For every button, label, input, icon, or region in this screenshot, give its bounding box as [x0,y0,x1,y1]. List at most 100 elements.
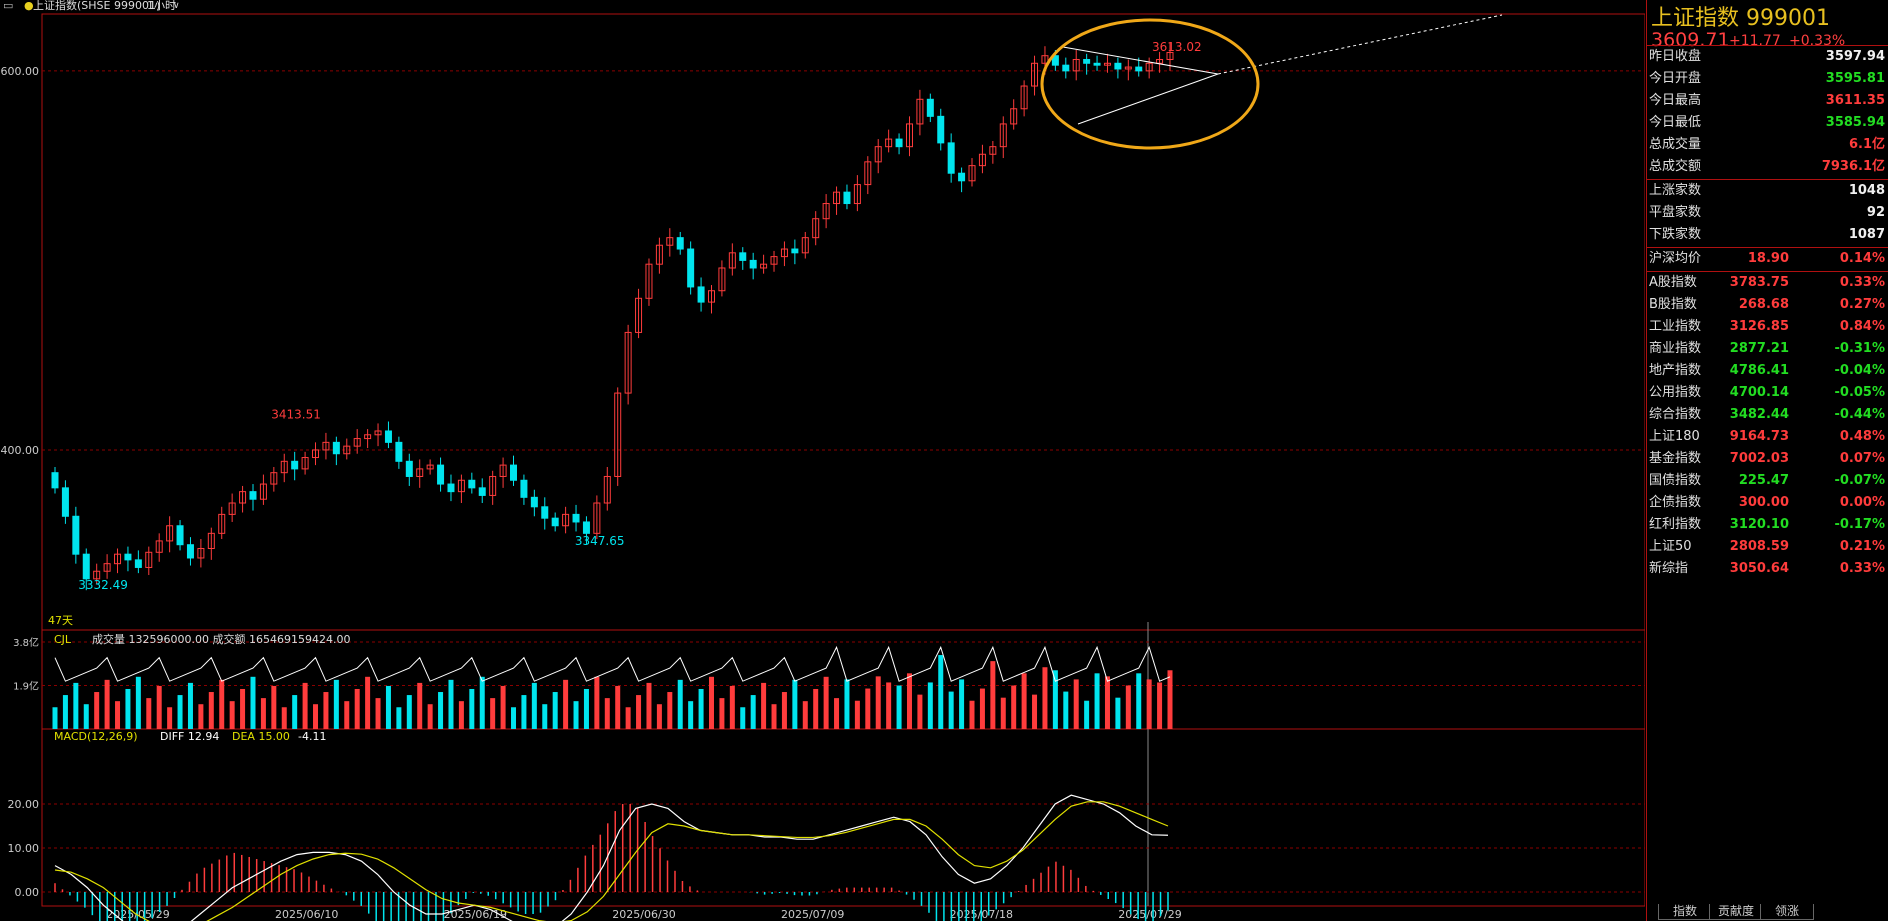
volume-bar-up [104,679,110,729]
candle-down [332,441,340,455]
candle-down [926,98,934,117]
volume-tick-label: 1.9亿 [13,680,39,693]
quote-field[interactable]: 总成交额 7936.1亿 [1647,156,1888,178]
volume-tick-label: 3.8亿 [13,636,39,649]
index-row[interactable]: 企债指数 300.00 0.00% [1647,492,1888,514]
volume-bar-down [552,692,558,729]
trendline-lower [1077,73,1219,125]
volume-bar-up [1073,679,1079,729]
index-row[interactable]: 上证180 9164.73 0.48% [1647,426,1888,448]
window-menu-icon[interactable]: ▭ [3,0,14,12]
index-row-value: 3783.75 [1729,275,1789,290]
index-row[interactable]: 新综指 3050.64 0.33% [1647,558,1888,580]
candle-down [791,248,799,254]
index-row[interactable]: A股指数 3783.75 0.33% [1647,272,1888,294]
chart-header: ▭ ● 上证指数(SHSE 999001) 1小时 ∨ [0,0,1645,14]
quote-field[interactable]: 今日最高 3611.35 [1647,90,1888,112]
index-row-value: 2808.59 [1729,539,1789,554]
quote-field-value: 3611.35 [1825,93,1885,108]
macd-diff-line [54,794,1169,921]
candle-up [207,532,215,549]
volume-bar-up [500,685,506,729]
candle-up [770,256,778,265]
trendline-projection [1217,14,1503,75]
quote-field[interactable]: 今日开盘 3595.81 [1647,68,1888,90]
index-row[interactable]: 公用指数 4700.14 -0.05% [1647,382,1888,404]
volume-bar-up [260,698,266,729]
tab-leaders[interactable]: 领涨 [1760,904,1814,920]
local-low-annotation: 3347.65 [575,534,625,548]
breadth-field[interactable]: 上涨家数 1048 [1647,180,1888,202]
breadth-field[interactable]: 下跌家数 1087 [1647,224,1888,246]
quote-field[interactable]: 总成交量 6.1亿 [1647,134,1888,156]
volume-bar-down [1094,673,1100,729]
candle-up [655,244,663,265]
candle-down [124,553,132,561]
index-row[interactable]: 工业指数 3126.85 0.84% [1647,316,1888,338]
index-row[interactable]: 上证50 2808.59 0.21% [1647,536,1888,558]
candle-down [1114,62,1122,70]
volume-bar-down [948,691,954,729]
volume-bar-up [979,688,985,729]
candle-down [895,138,903,148]
index-row-pct: 0.33% [1839,561,1885,576]
symbol-title: 上证指数(SHSE 999001) [33,0,161,12]
quote-field-label: 昨日收盘 [1649,49,1702,64]
highlight-circle [1040,18,1260,150]
index-row[interactable]: 综合指数 3482.44 -0.44% [1647,404,1888,426]
period-selector[interactable]: 1小时 [147,0,176,12]
candle-up [864,161,872,186]
volume-bar-up [1000,697,1006,729]
index-row-label: 基金指数 [1649,451,1702,466]
volume-bar-up [115,701,121,729]
index-row[interactable]: B股指数 268.68 0.27% [1647,294,1888,316]
avg-price-row[interactable]: 沪深均价 18.90 0.14% [1647,248,1888,270]
index-row-label: 综合指数 [1649,407,1702,422]
index-row-pct: 0.00% [1839,495,1885,510]
candle-down [1093,62,1101,66]
candle-up [374,430,382,436]
volume-bar-down [521,695,527,729]
low-annotation: 3332.49 [78,578,128,592]
volume-bar-up [969,700,975,729]
candle-up [822,203,830,220]
volume-bar-up [656,704,662,729]
quote-field[interactable]: 昨日收盘 3597.94 [1647,46,1888,68]
candle-up [1010,108,1018,125]
volume-bar-up [1021,673,1027,729]
tab-contribution[interactable]: 贡献度 [1709,904,1763,920]
volume-bar-down [740,707,746,729]
volume-bar-up [167,707,173,729]
index-row[interactable]: 基金指数 7002.03 0.07% [1647,448,1888,470]
volume-bar-up [604,698,610,729]
volume-bar-down [292,695,298,729]
volume-bar-down [333,679,339,729]
chevron-down-icon[interactable]: ∨ [173,1,180,11]
volume-bar-up [365,676,371,729]
index-row-value: 3120.10 [1729,517,1789,532]
quote-field[interactable]: 今日最低 3585.94 [1647,112,1888,134]
trendline-upper [1062,46,1219,75]
macd-tick-label: 20.00 [8,798,40,811]
index-row[interactable]: 红利指数 3120.10 -0.17% [1647,514,1888,536]
candle-up [228,502,236,515]
volume-bar-up [594,676,600,729]
tab-index[interactable]: 指数 [1658,904,1712,920]
index-row[interactable]: 地产指数 4786.41 -0.04% [1647,360,1888,382]
candle-up [968,165,976,182]
candle-up [812,218,820,239]
candle-up [707,290,715,303]
index-row[interactable]: 商业指数 2877.21 -0.31% [1647,338,1888,360]
volume-bar-down [52,707,58,729]
candle-down [291,460,299,470]
index-row-value: 3050.64 [1729,561,1789,576]
index-row-label: 地产指数 [1649,363,1702,378]
volume-bar-down [583,688,589,729]
volume-bar-up [344,701,350,729]
volume-bar-down [177,695,183,729]
breadth-field[interactable]: 平盘家数 92 [1647,202,1888,224]
price-chart[interactable]: 3600.00 3400.00 3613.02 3413.51 3347.65 3332.… [0,0,1645,921]
index-row[interactable]: 国债指数 225.47 -0.07% [1647,470,1888,492]
candle-up [728,252,736,269]
volume-bar-up [219,679,225,729]
